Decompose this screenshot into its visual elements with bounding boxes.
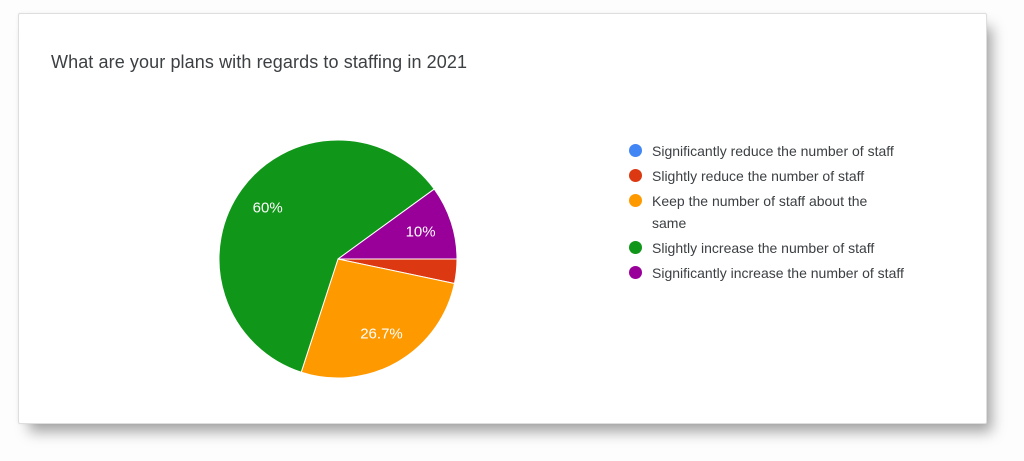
chart-card: What are your plans with regards to staf…	[18, 13, 987, 424]
legend-item: Significantly reduce the number of staff	[629, 140, 951, 162]
chart-legend: Significantly reduce the number of staff…	[629, 140, 951, 287]
legend-label: Significantly reduce the number of staff	[652, 143, 894, 159]
legend-label: Slightly increase the number of staff	[652, 240, 875, 256]
legend-label: Slightly reduce the number of staff	[652, 168, 865, 184]
legend-label: Keep the number of staff about the same	[652, 193, 868, 231]
slice-label: 60%	[253, 199, 283, 216]
legend-swatch-icon	[629, 144, 642, 157]
legend-item: Keep the number of staff about the same	[629, 190, 951, 234]
legend-swatch-icon	[629, 241, 642, 254]
legend-item: Significantly increase the number of sta…	[629, 262, 951, 284]
slice-label: 10%	[406, 224, 436, 241]
slice-label: 26.7%	[360, 326, 403, 343]
chart-title: What are your plans with regards to staf…	[51, 52, 468, 72]
pie-slice[interactable]	[337, 188, 458, 260]
pie-slice[interactable]	[300, 258, 455, 379]
legend-swatch-icon	[629, 194, 642, 207]
legend-item: Slightly increase the number of staff	[629, 237, 951, 259]
pie-chart: 26.7% 60% 10%	[218, 139, 458, 379]
legend-label: Significantly increase the number of sta…	[652, 265, 904, 281]
pie-slice[interactable]	[218, 139, 435, 373]
legend-swatch-icon	[629, 266, 642, 279]
legend-swatch-icon	[629, 169, 642, 182]
legend-item: Slightly reduce the number of staff	[629, 165, 951, 187]
